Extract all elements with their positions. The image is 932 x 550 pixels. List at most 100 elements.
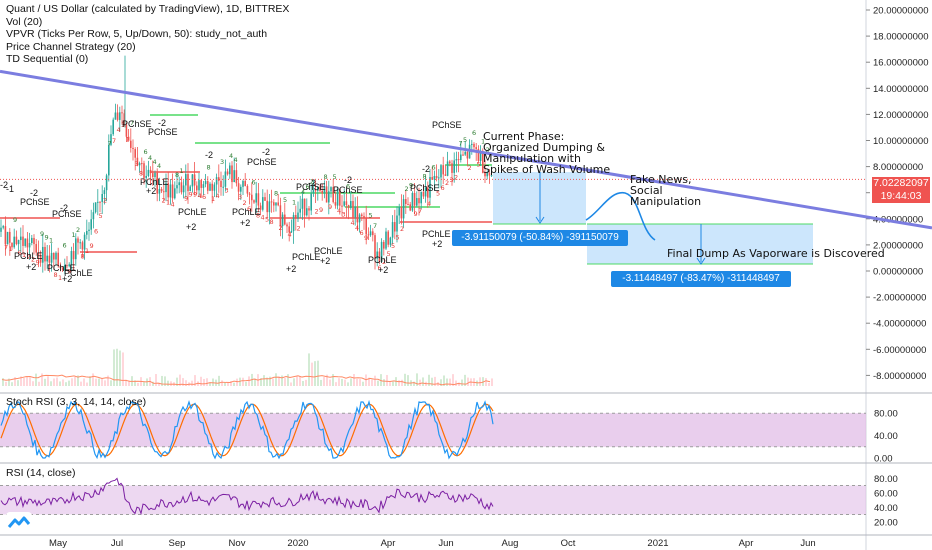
candle-body xyxy=(288,226,290,233)
stoch-band xyxy=(0,413,866,447)
candle-body xyxy=(277,202,279,206)
td-count-label: 6 xyxy=(472,129,476,137)
candle-body xyxy=(182,185,185,193)
td-count-label: 6 xyxy=(144,148,148,156)
td-count-label: 9 xyxy=(13,216,17,224)
candle-body xyxy=(347,205,350,208)
candle-body xyxy=(407,203,409,205)
legend-td-sequential[interactable]: TD Sequential (0) xyxy=(6,53,89,65)
candle-body xyxy=(70,251,73,265)
td-count-label: 6 xyxy=(441,184,445,192)
candle-body xyxy=(402,199,405,219)
td-count-label: 6 xyxy=(63,241,67,249)
price-tick-label: -8.00000000 xyxy=(873,371,926,382)
legend-vpvr[interactable]: VPVR (Ticks Per Row, 5, Up/Down, 50): st… xyxy=(6,28,268,40)
candle-body xyxy=(416,198,418,206)
candle-body xyxy=(303,198,306,216)
candle-body xyxy=(442,165,444,175)
candle-body xyxy=(396,215,398,232)
candle-body xyxy=(343,201,345,206)
volume-bar xyxy=(350,378,352,386)
measure-label-1[interactable]: -3.91150079 (-50.84%) -391150079 xyxy=(452,230,628,246)
candle-body xyxy=(198,180,200,191)
candle-body xyxy=(119,112,121,120)
volume-bar xyxy=(407,375,409,386)
volume-bar xyxy=(392,381,394,386)
candle-body xyxy=(88,229,90,232)
candle-body xyxy=(460,154,462,161)
legend-symbol[interactable]: Quant / US Dollar (calculated by Trading… xyxy=(6,3,290,15)
td-count-label: 3 xyxy=(342,210,346,218)
candle-body xyxy=(444,174,447,176)
candle-body xyxy=(431,177,433,180)
final-dump-note[interactable]: Final Dump As Vaporware is Discovered xyxy=(667,247,885,260)
volume-bar xyxy=(323,377,325,386)
volume-bar xyxy=(248,376,250,386)
td-count-label: 2 xyxy=(454,173,458,181)
candle-body xyxy=(462,154,464,156)
fake-news-note[interactable]: Fake News, Social Manipulation xyxy=(630,174,701,207)
candle-body xyxy=(134,149,136,158)
volume-bar xyxy=(254,378,256,386)
projected-path xyxy=(585,192,656,241)
candle-body xyxy=(314,190,317,192)
candle-body xyxy=(284,214,286,225)
candle-body xyxy=(275,202,277,206)
current-phase-note[interactable]: Current Phase: Organized Dumping & Manip… xyxy=(483,131,610,175)
volume-bar xyxy=(182,378,184,386)
volume-bar xyxy=(398,380,400,386)
candle-body xyxy=(268,201,271,213)
td-count-label: 4 xyxy=(261,214,265,222)
td-count-label: 6 xyxy=(346,183,350,191)
volume-bar xyxy=(164,376,166,386)
x-tick-label: Oct xyxy=(561,538,576,549)
candle-body xyxy=(301,198,304,209)
volume-bar xyxy=(377,380,379,386)
td-count-label: 8 xyxy=(324,173,328,181)
td-count-label: 5 xyxy=(265,216,269,224)
legend-price-channel[interactable]: Price Channel Strategy (20) xyxy=(6,40,136,53)
candle-body xyxy=(422,191,425,197)
measure-arrowhead xyxy=(696,257,706,265)
candle-body xyxy=(321,190,323,194)
candle-body xyxy=(165,183,167,193)
td-count-label: 9 xyxy=(364,234,368,242)
candle-body xyxy=(409,204,411,211)
td-count-label: 4 xyxy=(229,152,233,160)
candle-body xyxy=(79,242,81,244)
candle-body xyxy=(66,265,68,267)
price-tick-label: -2.00000000 xyxy=(873,293,926,304)
volume-bar xyxy=(68,380,70,386)
volume-bar xyxy=(113,349,115,386)
candle-body xyxy=(75,238,77,260)
volume-bar xyxy=(119,350,121,386)
stoch-rsi-title[interactable]: Stoch RSI (3, 3, 14, 14, close) xyxy=(6,396,147,408)
candle-body xyxy=(97,201,99,203)
measure-label-2[interactable]: -3.11448497 (-83.47%) -311448497 xyxy=(611,271,791,287)
candle-body xyxy=(229,165,231,175)
volume-bar xyxy=(86,382,88,386)
td-count-label: 5 xyxy=(283,196,287,204)
volume-bar xyxy=(17,380,19,386)
td-count-label: 6 xyxy=(202,193,206,201)
volume-bar xyxy=(155,374,157,386)
candle-body xyxy=(490,175,493,177)
candle-body xyxy=(215,177,218,185)
candle-body xyxy=(20,236,22,241)
td-count-label: 6 xyxy=(247,205,251,213)
candle-body xyxy=(207,181,209,191)
td-count-label: 1 xyxy=(126,135,130,143)
price-tick-label: 10.00000000 xyxy=(873,136,928,147)
candle-body xyxy=(196,185,198,191)
note-line: Organized Dumping & xyxy=(483,141,605,154)
td-count-label: 5 xyxy=(396,234,400,242)
volume-bar xyxy=(101,378,103,386)
td-count-label: 9 xyxy=(184,195,188,203)
candle-body xyxy=(420,191,422,204)
legend-volume[interactable]: Vol (20) xyxy=(6,15,43,28)
volume-bar xyxy=(56,377,58,386)
candle-body xyxy=(31,237,33,243)
rsi-title[interactable]: RSI (14, close) xyxy=(6,467,76,479)
volume-bar xyxy=(236,378,238,386)
